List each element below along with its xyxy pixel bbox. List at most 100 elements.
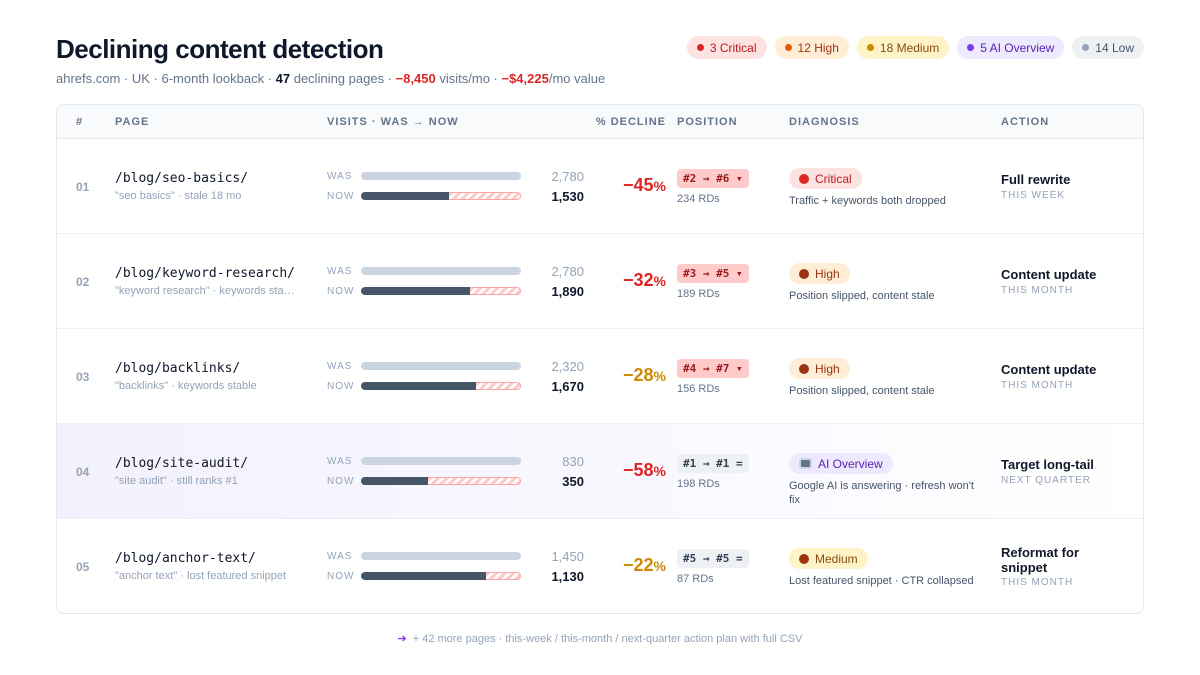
severity-badge[interactable]: 3 Critical: [686, 36, 767, 59]
now-label: NOW: [327, 191, 355, 202]
now-visits: 1,530: [551, 189, 584, 204]
column-header: ACTION: [1001, 116, 1050, 128]
was-label: WAS: [327, 171, 353, 182]
diagnosis: Medium: [789, 548, 868, 569]
page-note: "site audit" · still ranks #1: [115, 475, 238, 487]
diagnosis: Critical: [789, 168, 862, 189]
diagnosis-text: Traffic + keywords both dropped: [789, 195, 946, 207]
severity-filters: 3 Critical 12 High 18 Medium 5 AI Overview 1…: [686, 36, 1144, 59]
now-bar: [361, 192, 450, 200]
was-bar: [361, 362, 521, 370]
action-when: THIS MONTH: [1001, 285, 1074, 296]
page-note: "seo basics" · stale 18 mo: [115, 190, 242, 202]
value-loss: −$4,225: [501, 71, 549, 86]
diagnosis-label: Critical: [815, 171, 852, 186]
now-bar: [361, 477, 429, 485]
now-label: NOW: [327, 286, 355, 297]
now-label: NOW: [327, 476, 355, 487]
badge-dot: [1082, 44, 1090, 51]
page-url[interactable]: /blog/keyword-research/: [115, 266, 296, 281]
was-label: WAS: [327, 266, 353, 277]
lost-bar: [476, 382, 521, 390]
severity-badge[interactable]: 12 High: [774, 36, 849, 59]
was-label: WAS: [327, 361, 353, 372]
severity-badge[interactable]: 5 AI Overview: [957, 36, 1065, 59]
percent-sign: %: [653, 178, 666, 194]
diagnosis: AI Overview: [789, 453, 893, 474]
diagnosis-badge: High: [789, 358, 850, 379]
diagnosis-text: Position slipped, content stale: [789, 385, 935, 397]
diagnosis-dot: [799, 363, 809, 374]
diagnosis-badge: Critical: [789, 168, 862, 189]
page-note: "keyword research" · keywords sta…: [115, 285, 295, 297]
diagnosis: High: [789, 263, 850, 284]
subtitle-text: visits/mo ·: [435, 71, 502, 86]
table-row: 04/blog/site-audit/ "site audit" · still …: [57, 424, 1143, 519]
severity-badge[interactable]: 14 Low: [1072, 36, 1144, 59]
diagnosis-dot: [799, 553, 809, 564]
title: Declining content detection: [56, 34, 384, 64]
badge-dot: [696, 44, 704, 51]
page-note: "backlinks" · keywords stable: [115, 380, 257, 392]
table-row: 03/blog/backlinks/ "backlinks" · keywords…: [57, 329, 1143, 424]
action-when: NEXT QUARTER: [1001, 475, 1091, 486]
footer-link[interactable]: + 42 more pages · this-week / this-month…: [412, 633, 803, 645]
diagnosis-text: Position slipped, content stale: [789, 290, 935, 302]
row-number: 04: [76, 465, 90, 479]
referring-domains: 234 RDs: [677, 193, 720, 205]
action-title: Target long-tail: [1001, 457, 1094, 472]
page-note: "anchor text" · lost featured snippet: [115, 570, 287, 582]
row-number: 05: [76, 560, 90, 574]
action-when: THIS WEEK: [1001, 190, 1066, 201]
column-header: #: [76, 116, 84, 128]
now-label: NOW: [327, 381, 355, 392]
decline-value: −32: [623, 270, 654, 290]
was-bar: [361, 172, 521, 180]
was-visits: 1,450: [551, 549, 584, 564]
page-url[interactable]: /blog/backlinks/: [115, 361, 241, 376]
decline: −32%: [623, 270, 666, 291]
was-visits: 2,780: [551, 264, 584, 279]
decline: −22%: [623, 555, 666, 576]
was-bar: [361, 552, 521, 560]
was-label: WAS: [327, 551, 353, 562]
referring-domains: 156 RDs: [677, 383, 720, 395]
subtitle-text: /mo value: [548, 71, 606, 86]
badge-label: 12 High: [797, 40, 839, 55]
page-url[interactable]: /blog/seo-basics/: [115, 171, 249, 186]
diagnosis-badge: High: [789, 263, 850, 284]
row-number: 01: [76, 180, 90, 194]
action-title: Content update: [1001, 267, 1097, 282]
page-url[interactable]: /blog/anchor-text/: [115, 551, 256, 566]
table-row: 01/blog/seo-basics/ "seo basics" · stale …: [57, 139, 1143, 234]
badge-label: 14 Low: [1095, 40, 1134, 55]
lost-bar: [485, 572, 521, 580]
severity-badge[interactable]: 18 Medium: [856, 36, 950, 59]
diagnosis-label: AI Overview: [818, 456, 883, 471]
referring-domains: 189 RDs: [677, 288, 720, 300]
position-change: #1 → #1 =: [677, 454, 749, 473]
footer: ➔ + 42 more pages · this-week / this-mont…: [0, 632, 1200, 645]
badge-dot: [784, 44, 792, 51]
now-visits: 1,670: [551, 379, 584, 394]
decline: −28%: [623, 365, 666, 386]
referring-domains: 87 RDs: [677, 573, 714, 585]
decline-value: −58: [623, 460, 654, 480]
diagnosis-label: High: [815, 361, 840, 376]
page-url[interactable]: /blog/site-audit/: [115, 456, 249, 471]
column-header: PAGE: [115, 116, 150, 128]
ai-icon: [799, 458, 812, 469]
decline: −58%: [623, 460, 666, 481]
now-bar: [361, 572, 486, 580]
subtitle-lead: ahrefs.com · UK · 6-month lookback ·: [56, 71, 276, 86]
now-visits: 350: [562, 474, 584, 489]
table-row: 02/blog/keyword-research/ "keyword resear…: [57, 234, 1143, 329]
badge-label: 5 AI Overview: [980, 40, 1055, 55]
position-change: #3 → #5 ▾: [677, 264, 749, 283]
column-header: VISITS · WAS → NOW: [327, 116, 459, 128]
visits-loss: −8,450: [395, 71, 436, 86]
diagnosis-label: High: [815, 266, 840, 281]
column-header: DIAGNOSIS: [789, 116, 860, 128]
was-bar: [361, 457, 521, 465]
